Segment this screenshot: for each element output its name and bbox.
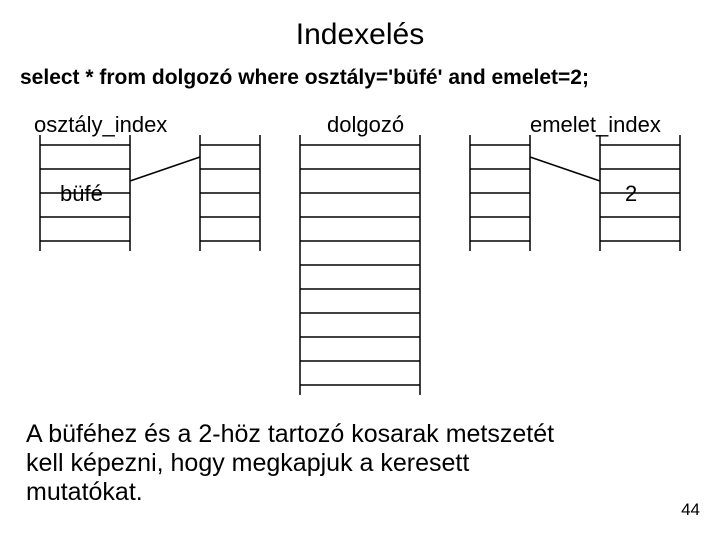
explanation-text: A büféhez és a 2-höz tartozó kosarak met… xyxy=(26,420,586,506)
page-number: 44 xyxy=(681,500,700,520)
